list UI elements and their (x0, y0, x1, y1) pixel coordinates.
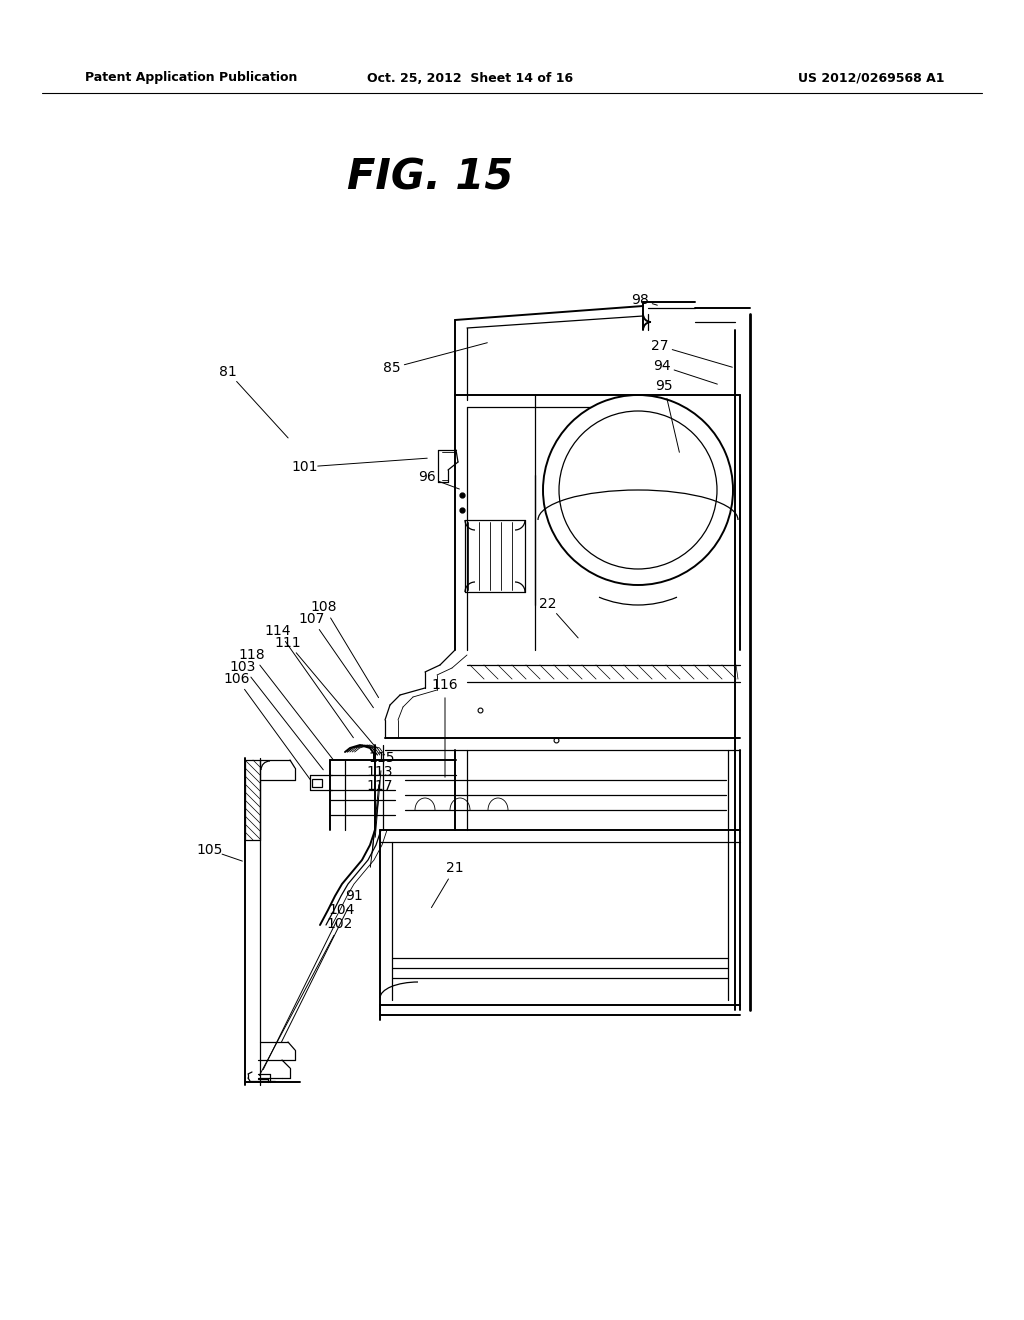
Text: 104: 104 (329, 903, 355, 917)
Text: 115: 115 (369, 751, 395, 766)
Text: 96: 96 (418, 470, 436, 484)
Bar (312, 779, 322, 787)
Text: 113: 113 (367, 766, 393, 779)
Text: US 2012/0269568 A1: US 2012/0269568 A1 (799, 71, 945, 84)
Text: 108: 108 (310, 601, 337, 614)
Text: 102: 102 (327, 917, 353, 931)
Text: 27: 27 (651, 339, 669, 352)
Text: 21: 21 (446, 861, 464, 875)
Text: 81: 81 (219, 366, 237, 379)
Text: 105: 105 (197, 843, 223, 857)
Text: 98: 98 (631, 293, 649, 308)
Text: 106: 106 (224, 672, 250, 686)
Text: Oct. 25, 2012  Sheet 14 of 16: Oct. 25, 2012 Sheet 14 of 16 (367, 71, 573, 84)
Text: 95: 95 (655, 379, 673, 393)
Text: FIG. 15: FIG. 15 (347, 157, 513, 199)
Text: 94: 94 (653, 359, 671, 374)
Text: 114: 114 (265, 624, 291, 638)
Text: 101: 101 (292, 459, 318, 474)
Text: 103: 103 (229, 660, 256, 675)
Text: 91: 91 (345, 888, 362, 903)
Text: 116: 116 (432, 678, 459, 692)
Text: 111: 111 (274, 636, 301, 649)
Text: 117: 117 (367, 779, 393, 793)
Text: 85: 85 (383, 360, 400, 375)
Text: 107: 107 (299, 612, 326, 626)
Text: 118: 118 (239, 648, 265, 663)
Text: 22: 22 (540, 597, 557, 611)
Text: Patent Application Publication: Patent Application Publication (85, 71, 297, 84)
